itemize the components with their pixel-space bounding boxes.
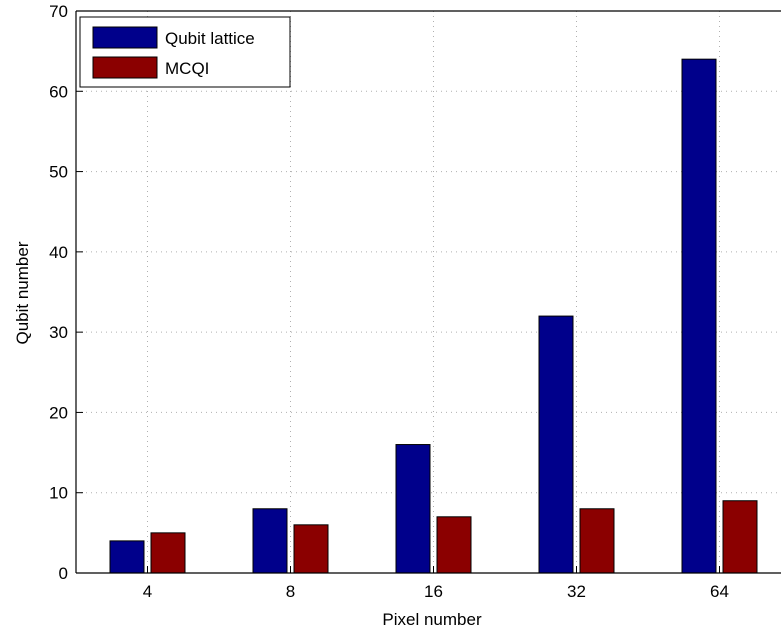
x-axis-title: Pixel number xyxy=(382,610,482,629)
y-tick-label: 60 xyxy=(49,82,68,101)
bar-mcqi xyxy=(293,524,329,574)
bar-qubit-lattice xyxy=(395,444,431,574)
y-tick-label: 0 xyxy=(59,564,68,583)
bar-qubit-lattice xyxy=(681,58,717,574)
x-tick-label: 32 xyxy=(567,582,586,601)
y-tick-label: 40 xyxy=(49,243,68,262)
x-tick-label: 16 xyxy=(424,582,443,601)
x-tick-labels: 4 8 16 32 64 xyxy=(143,582,729,601)
y-tick-label: 30 xyxy=(49,323,68,342)
y-tick-label: 10 xyxy=(49,484,68,503)
legend-label-mcqi: MCQI xyxy=(165,59,209,78)
y-axis-title: Qubit number xyxy=(13,241,32,344)
axes xyxy=(75,10,781,574)
legend-swatch-mcqi xyxy=(92,56,158,79)
bar-qubit-lattice xyxy=(109,540,145,574)
bar-mcqi xyxy=(436,516,472,574)
x-tick-label: 64 xyxy=(710,582,729,601)
x-tick-label: 8 xyxy=(286,582,295,601)
bar-qubit-lattice xyxy=(252,508,288,574)
y-tick-label: 20 xyxy=(49,403,68,422)
legend-label-qubit-lattice: Qubit lattice xyxy=(165,29,255,48)
grid-lines xyxy=(76,11,781,573)
bar-mcqi xyxy=(579,508,615,574)
x-tick-label: 4 xyxy=(143,582,152,601)
bar-mcqi xyxy=(722,500,758,574)
bar-series xyxy=(109,58,758,574)
y-tick-labels: 0 10 20 30 40 50 60 70 xyxy=(49,2,68,583)
legend-swatch-qubit-lattice xyxy=(92,26,158,49)
bar-qubit-lattice xyxy=(538,315,574,574)
y-tick-label: 70 xyxy=(49,2,68,21)
y-tick-label: 50 xyxy=(49,163,68,182)
legend: Qubit lattice MCQI xyxy=(79,16,291,88)
bar-mcqi xyxy=(150,532,186,574)
